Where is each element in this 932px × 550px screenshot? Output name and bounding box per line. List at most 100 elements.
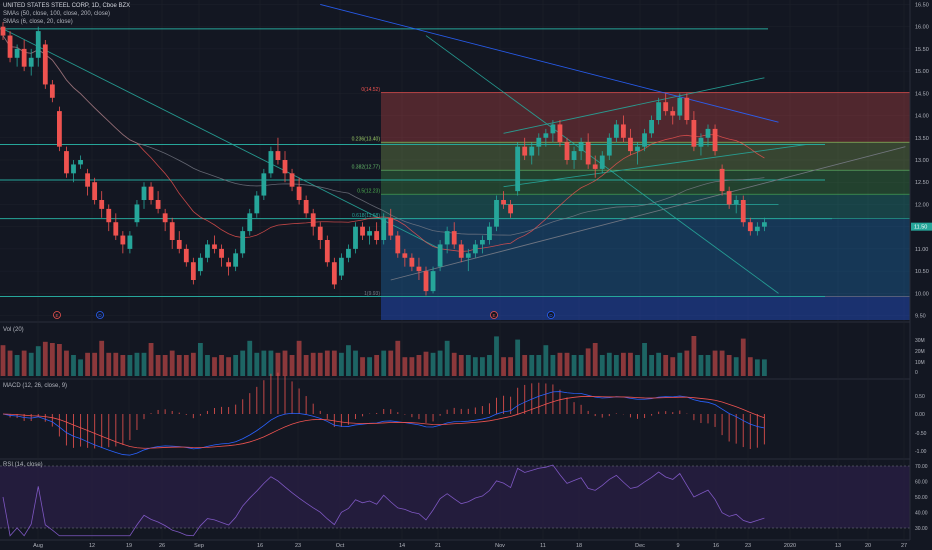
candle-body [162, 213, 168, 223]
volume-bar [240, 350, 246, 376]
volume-tick-label: 10M [915, 360, 925, 366]
macd-line [2, 391, 765, 456]
volume-bar [451, 352, 457, 376]
volume-bar [733, 357, 739, 376]
price-tick-label: 15.50 [915, 47, 929, 53]
candle-body [606, 137, 612, 156]
candle-body [564, 142, 570, 160]
date-tick-label: 9 [676, 543, 679, 549]
volume-bar [543, 345, 549, 376]
volume-bar [289, 355, 295, 376]
volume-bar [465, 355, 471, 376]
candle-body [226, 262, 231, 267]
candle-body [691, 120, 697, 147]
fib-zone [381, 296, 910, 320]
candle-body [656, 102, 662, 120]
event-marker-circle [53, 311, 61, 319]
candle-body [331, 262, 337, 285]
volume-bar [339, 352, 344, 376]
volume-bar [642, 343, 647, 376]
event-marker-circle [547, 311, 555, 319]
volume-bars [0, 336, 767, 376]
date-tick-label: 13 [835, 543, 841, 549]
candle-body [416, 266, 422, 272]
candle-body [536, 137, 542, 147]
volume-bar [57, 344, 62, 376]
volume-bar [762, 359, 767, 376]
candle-body [684, 97, 690, 120]
volume-bar [261, 350, 267, 376]
candle-body [99, 200, 105, 209]
candle-body [437, 244, 443, 267]
candle-body [374, 231, 380, 240]
volume-bar [635, 355, 640, 376]
volume-bar [374, 355, 380, 376]
candle-body [49, 84, 55, 98]
candle-body [635, 146, 640, 152]
volume-bar [42, 341, 48, 376]
volume-bar [578, 355, 584, 376]
volume-bar [205, 355, 210, 376]
candle-body [367, 231, 372, 236]
candle-body [733, 200, 739, 205]
volume-bar [254, 352, 260, 376]
candle-body [480, 240, 485, 245]
fib-zone [381, 170, 910, 195]
volume-bar [0, 345, 6, 376]
candle-body [28, 57, 34, 67]
candle-body [71, 164, 76, 174]
volume-bar [670, 357, 676, 376]
current-price-tag [911, 222, 932, 231]
volume-bar [437, 350, 443, 376]
candle-body [592, 164, 598, 169]
candle-body [64, 151, 69, 174]
sma-legend-1: SMAs (50, close, 100, close, 200, close) [3, 11, 111, 17]
date-tick-label: 11 [540, 543, 546, 549]
volume-bar [508, 357, 513, 376]
candle-body [381, 217, 387, 240]
date-tick-label: 21 [435, 543, 441, 549]
date-tick-label: 18 [576, 543, 582, 549]
volume-bar [649, 355, 654, 376]
volume-bar [487, 355, 492, 376]
event-marker-label: E [55, 313, 58, 318]
volume-bar [162, 355, 168, 376]
volume-bar [472, 357, 478, 376]
candle-body [740, 200, 746, 223]
horizontal-lines [0, 28, 832, 297]
candle-body [649, 120, 654, 134]
candle-body [578, 142, 584, 152]
candle-body [360, 226, 365, 236]
volume-bar [71, 355, 76, 376]
candle-body [134, 204, 140, 223]
candle-body [7, 35, 13, 58]
candle-body [747, 222, 753, 232]
volume-bar [275, 352, 281, 376]
volume-bar [49, 343, 55, 376]
volume-bar [127, 355, 133, 376]
volume-bar [169, 350, 175, 376]
volume-bar [458, 355, 464, 376]
candle-body [726, 191, 732, 205]
volume-bar [599, 355, 605, 376]
volume-bar [268, 350, 274, 376]
volume-bar [247, 340, 253, 376]
candle-body [571, 151, 577, 160]
candle-body [754, 226, 760, 232]
event-marker-circle [490, 311, 498, 319]
price-tick-label: 13.50 [915, 136, 929, 142]
volume-bar [423, 351, 429, 376]
volume-bar [296, 340, 302, 376]
volume-bar [494, 336, 499, 376]
rsi-tick-label: 70.00 [915, 464, 928, 470]
date-tick-label: 19 [126, 543, 132, 549]
candle-body [670, 111, 676, 116]
volume-bar [14, 355, 20, 376]
trend-line [390, 146, 906, 281]
price-tick-label: 10.50 [915, 269, 929, 275]
trend-line [503, 143, 807, 188]
rsi-line [2, 464, 765, 537]
date-tick-label: Oct [336, 543, 345, 549]
